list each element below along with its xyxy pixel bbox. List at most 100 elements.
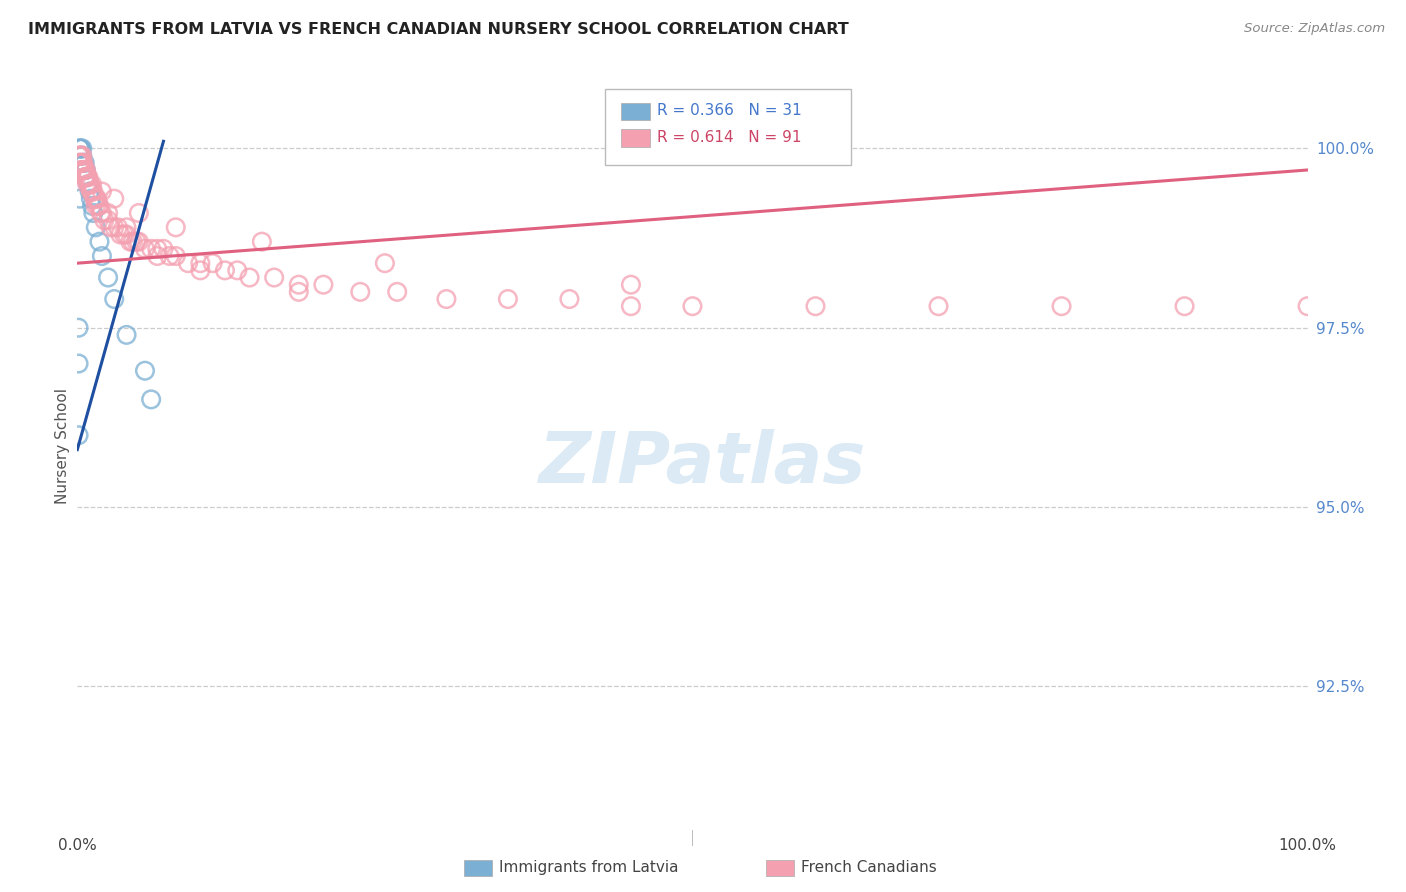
Point [103, 192, 125, 206]
Point [90, 185, 114, 199]
Point [152, 242, 174, 256]
Point [496, 292, 519, 306]
Point [134, 364, 156, 378]
Point [115, 227, 138, 242]
Point [69, 156, 91, 170]
Point [385, 285, 409, 299]
Point [128, 235, 150, 249]
Point [69, 148, 91, 162]
Y-axis label: Nursery School: Nursery School [55, 388, 70, 504]
Point [288, 285, 311, 299]
Point [436, 292, 458, 306]
Point [84, 192, 107, 206]
Point [79, 178, 101, 192]
Point [67, 320, 90, 334]
Point [76, 170, 98, 185]
Point [70, 156, 93, 170]
Point [97, 213, 120, 227]
Point [79, 178, 101, 192]
Point [188, 263, 212, 277]
Point [77, 170, 100, 185]
Point [67, 357, 90, 371]
Point [70, 163, 93, 178]
Point [84, 199, 107, 213]
Point [177, 256, 200, 270]
Point [90, 249, 114, 263]
Point [1174, 299, 1197, 313]
Point [112, 227, 135, 242]
Text: IMMIGRANTS FROM LATVIA VS FRENCH CANADIAN NURSERY SCHOOL CORRELATION CHART: IMMIGRANTS FROM LATVIA VS FRENCH CANADIA… [28, 22, 849, 37]
Point [86, 192, 108, 206]
Point [75, 170, 97, 185]
Point [620, 299, 643, 313]
Text: Source: ZipAtlas.com: Source: ZipAtlas.com [1244, 22, 1385, 36]
Point [82, 178, 104, 192]
Point [76, 170, 98, 185]
Point [72, 156, 94, 170]
Point [97, 206, 120, 220]
Point [82, 199, 104, 213]
Point [70, 156, 93, 170]
Point [214, 263, 236, 277]
Point [374, 256, 396, 270]
Point [80, 192, 103, 206]
Point [103, 292, 125, 306]
Text: French Canadians: French Canadians [801, 860, 938, 874]
Point [141, 242, 163, 256]
Point [188, 256, 212, 270]
Point [82, 185, 104, 199]
Point [100, 220, 122, 235]
Point [84, 220, 107, 235]
Point [70, 148, 93, 162]
Point [70, 148, 93, 162]
Point [73, 163, 96, 178]
Point [79, 178, 101, 192]
Point [804, 299, 827, 313]
Point [97, 270, 120, 285]
Point [79, 185, 101, 199]
Point [1296, 299, 1319, 313]
Point [70, 148, 93, 162]
Point [82, 206, 104, 220]
Point [1050, 299, 1073, 313]
Point [67, 428, 90, 442]
Point [77, 178, 100, 192]
Point [134, 242, 156, 256]
Point [263, 270, 285, 285]
Text: ZIPatlas: ZIPatlas [540, 429, 866, 499]
Point [165, 220, 187, 235]
Point [239, 270, 262, 285]
Point [69, 141, 91, 155]
Point [69, 156, 91, 170]
Point [93, 213, 115, 227]
Point [76, 170, 98, 185]
Point [312, 277, 335, 292]
Point [620, 277, 643, 292]
Point [70, 163, 93, 178]
Point [146, 242, 169, 256]
Point [349, 285, 371, 299]
Point [107, 220, 129, 235]
Point [250, 235, 273, 249]
Text: R = 0.614   N = 91: R = 0.614 N = 91 [657, 130, 801, 145]
Point [90, 206, 112, 220]
Point [226, 263, 249, 277]
Point [159, 249, 181, 263]
Point [70, 148, 93, 162]
Point [115, 327, 138, 342]
Text: Immigrants from Latvia: Immigrants from Latvia [499, 860, 679, 874]
Point [87, 199, 110, 213]
Point [115, 220, 138, 235]
Point [69, 192, 91, 206]
Point [288, 277, 311, 292]
Point [72, 163, 94, 178]
Point [928, 299, 950, 313]
Point [120, 235, 142, 249]
Point [682, 299, 704, 313]
Point [73, 156, 96, 170]
Point [70, 141, 93, 155]
Point [75, 163, 97, 178]
Point [67, 156, 90, 170]
Point [73, 170, 96, 185]
Point [201, 256, 224, 270]
